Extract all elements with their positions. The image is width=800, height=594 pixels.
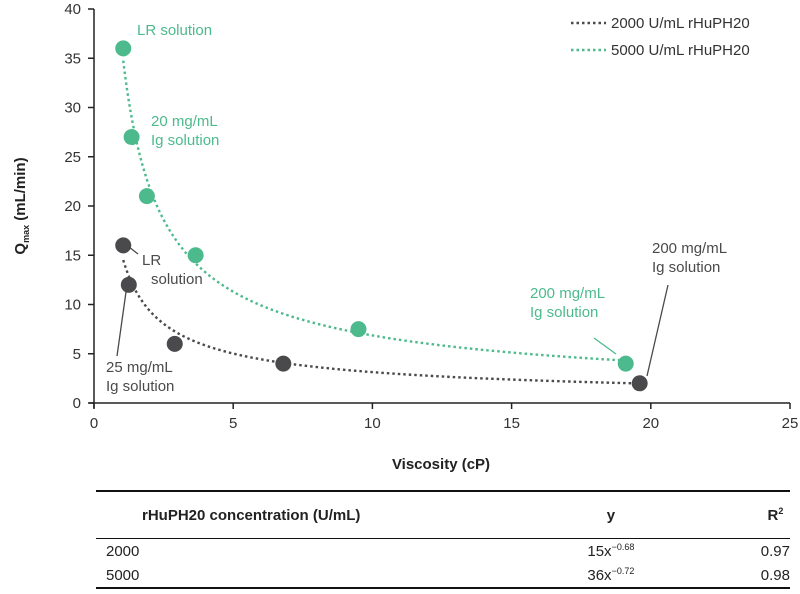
cell-equation: 36x−0.72 [587,566,635,584]
x-tick-label: 5 [229,415,237,432]
annotation-leader-lines [116,246,669,377]
leader-200mg-green [593,337,617,355]
x-tick-label: 20 [642,415,659,432]
header-concentration: rHuPH20 concentration (U/mL) [142,506,361,524]
legend-label-series-1: 5000 U/mL rHuPH20 [611,42,750,59]
fit-curve-series-0 [122,259,640,385]
y-tick-label: 40 [64,1,81,18]
cell-r2: 0.98 [760,566,790,584]
x-axis-title: Viscosity (cP) [392,456,490,473]
cell-r2: 0.97 [760,542,790,560]
data-point-series-1 [187,247,204,264]
annotation-ig25_dark: 25 mg/mL Ig solution [106,359,174,395]
qmax-viscosity-chart: 0 5 10 15 20 25 0 5 10 15 20 25 30 35 40 Viscosity (cP)… [12,1,798,473]
data-point-series-1 [138,188,155,205]
y-tick-label: 0 [73,395,81,412]
y-tick-label: 5 [73,346,81,363]
table-row: 5000 36x−0.72 0.98 [96,563,790,588]
data-point-series-0 [115,237,132,254]
data-point-series-0 [166,335,183,352]
annotations: LR solution 20 mg/mL Ig solution LR solution… [106,22,727,395]
y-tick-label: 15 [64,247,81,264]
leader-lr-dark [128,246,139,255]
axes: 0 5 10 15 20 25 0 5 10 15 20 25 30 35 40 Viscosity (cP)… [12,1,798,473]
cell-equation: 15x−0.68 [587,542,635,560]
cell-concentration: 5000 [106,566,140,584]
fit-equation-table: rHuPH20 concentration (U/mL) y R2 2000 1… [96,490,790,589]
legend: 2000 U/mL rHuPH20 5000 U/mL rHuPH20 [571,15,750,59]
x-tick-label: 25 [782,415,799,432]
annotation-ig200_green: 200 mg/mL Ig solution [530,285,605,321]
fit-curve-series-1 [122,60,626,362]
y-tick-label: 10 [64,297,81,314]
data-point-series-0 [631,375,648,392]
y-tick-label: 30 [64,100,81,117]
x-tick-label: 15 [503,415,520,432]
data-point-series-1 [350,321,367,338]
annotation-ig200_dark: 200 mg/mL Ig solution [652,240,727,276]
x-tick-label: 0 [90,415,98,432]
data-point-series-0 [120,276,137,293]
table-header-row: rHuPH20 concentration (U/mL) y R2 [96,491,790,539]
data-points [115,40,648,392]
leader-25mg-dark [116,291,127,357]
y-axis-title: Qmax (mL/min) [12,157,31,254]
y-tick-label: 20 [64,198,81,215]
data-point-series-1 [115,40,132,57]
cell-concentration: 2000 [106,542,140,560]
data-point-series-1 [617,355,634,372]
y-tick-label: 25 [64,149,81,166]
annotation-ig20_green: 20 mg/mL Ig solution [151,113,219,149]
fit-curves [122,60,640,385]
table-row: 2000 15x−0.68 0.97 [96,539,790,564]
data-point-series-1 [123,129,140,146]
leader-200mg-dark [646,284,669,377]
y-tick-label: 35 [64,50,81,67]
header-r2: R2 [767,506,784,524]
data-point-series-0 [275,355,292,372]
x-tick-label: 10 [364,415,381,432]
header-y: y [606,506,616,524]
legend-label-series-0: 2000 U/mL rHuPH20 [611,15,750,32]
annotation-lr_dark: LR solution [142,252,203,288]
annotation-lr_green: LR solution [137,22,212,39]
